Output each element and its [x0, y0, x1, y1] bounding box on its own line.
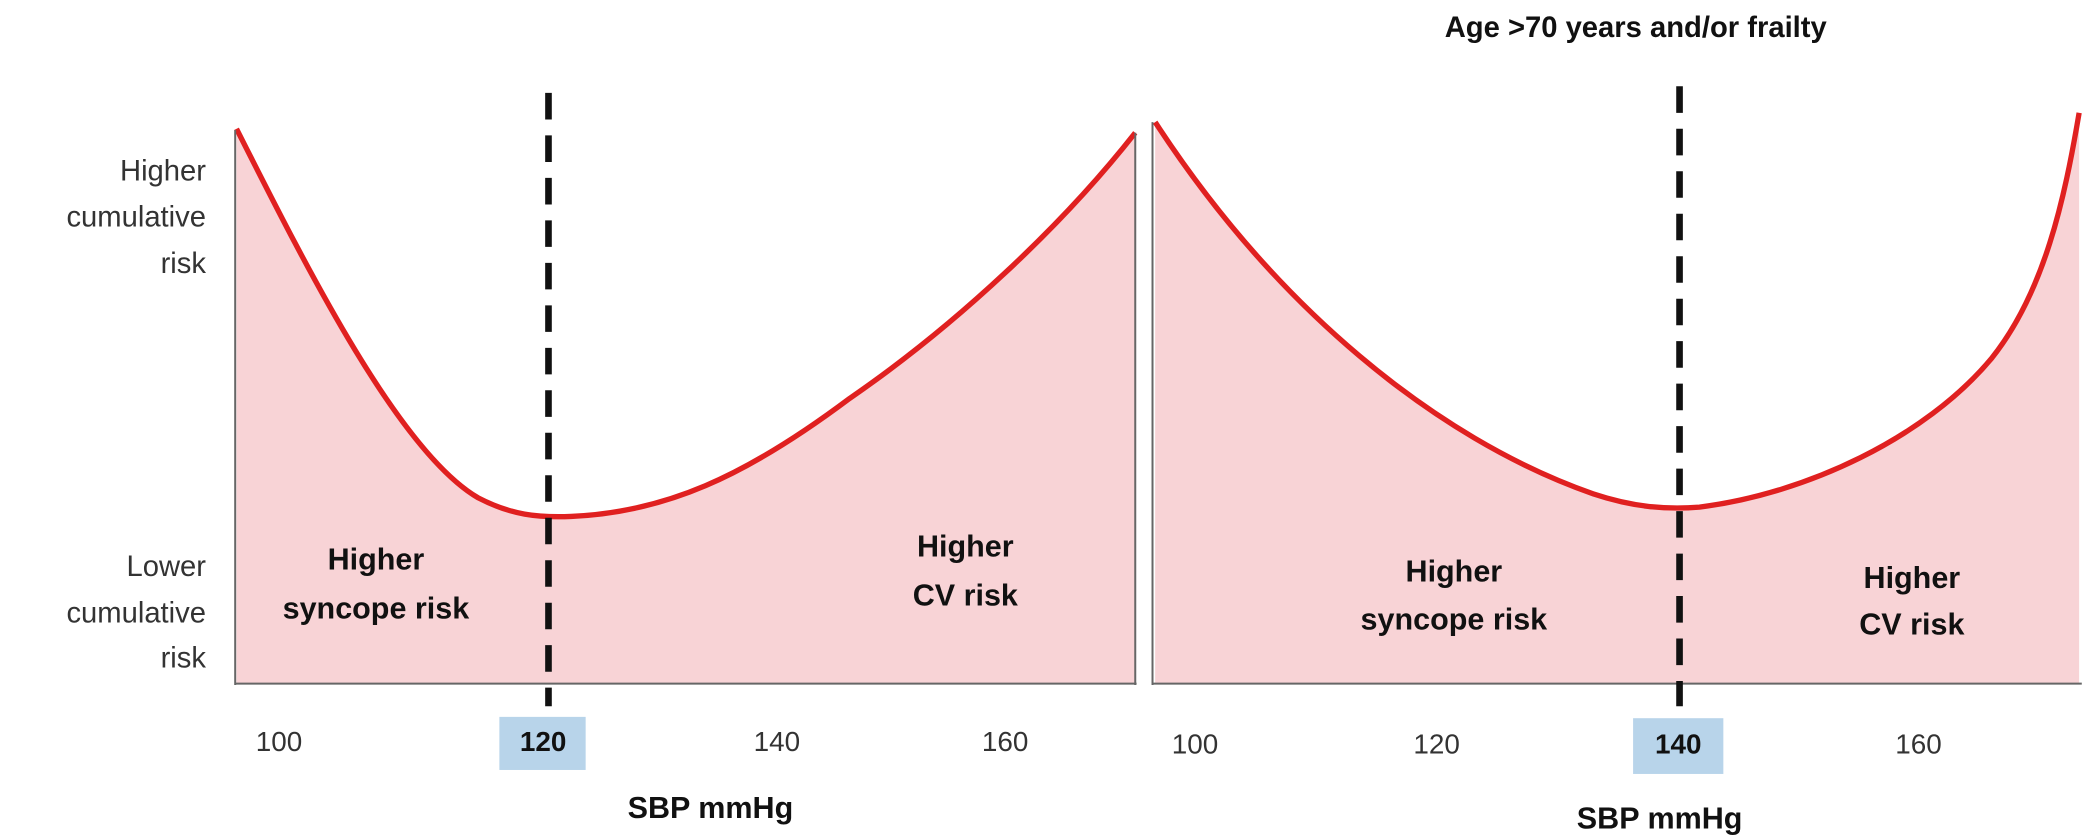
risk-area — [236, 128, 1136, 684]
risk-area — [1155, 112, 2080, 684]
region-label: Higher — [328, 543, 425, 577]
x-tick-label: 120 — [520, 726, 566, 757]
x-axis-title: SBP mmHg — [628, 791, 794, 825]
x-tick-label: 160 — [982, 726, 1028, 757]
region-label: syncope risk — [1361, 602, 1548, 636]
y-label: risk — [161, 248, 207, 280]
x-axis-title: SBP mmHg — [1577, 801, 1743, 835]
region-label: Higher — [1406, 555, 1503, 589]
tick-highlight — [1633, 718, 1724, 774]
x-tick-label: 140 — [1655, 728, 1701, 759]
y-label: cumulative — [66, 597, 206, 629]
x-tick-label: 100 — [1172, 728, 1218, 759]
risk-curve — [234, 127, 1138, 520]
risk-curve — [1152, 112, 2082, 511]
region-label: CV risk — [913, 578, 1018, 612]
region-label: Higher — [917, 529, 1014, 563]
title: Age >70 years and/or frailty — [1445, 12, 1828, 44]
region-label: syncope risk — [283, 592, 470, 626]
region-label: CV risk — [1859, 608, 1964, 642]
y-label: cumulative — [66, 202, 206, 234]
y-label: risk — [161, 643, 207, 675]
tick-highlight — [499, 716, 586, 770]
region-label: Higher — [1864, 561, 1961, 595]
y-label: Lower — [126, 551, 206, 583]
y-label: Higher — [120, 155, 206, 187]
x-tick-label: 100 — [256, 726, 302, 757]
x-tick-label: 120 — [1413, 728, 1459, 759]
x-tick-label: 160 — [1895, 728, 1941, 759]
x-tick-label: 140 — [754, 726, 800, 757]
